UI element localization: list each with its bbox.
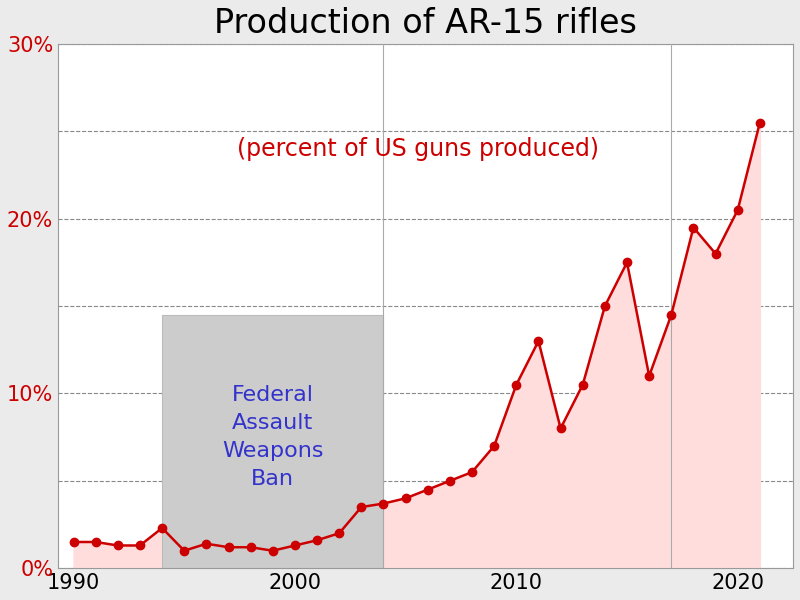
Bar: [162, 315, 383, 568]
Text: (percent of US guns produced): (percent of US guns produced): [238, 137, 599, 161]
Title: Production of AR-15 rifles: Production of AR-15 rifles: [214, 7, 637, 40]
Text: Federal
Assault
Weapons
Ban: Federal Assault Weapons Ban: [222, 385, 323, 489]
